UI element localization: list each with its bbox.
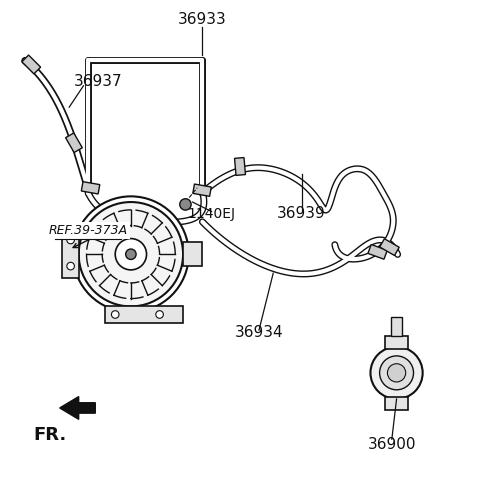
Circle shape	[380, 356, 414, 390]
Polygon shape	[368, 244, 387, 259]
Text: FR.: FR.	[34, 426, 67, 444]
Circle shape	[126, 249, 136, 260]
Polygon shape	[66, 133, 83, 153]
FancyBboxPatch shape	[384, 336, 408, 349]
Circle shape	[156, 311, 163, 318]
Circle shape	[79, 202, 183, 306]
Circle shape	[180, 199, 191, 210]
Circle shape	[371, 347, 423, 399]
Text: REF.39-373A: REF.39-373A	[48, 224, 128, 237]
Text: 1140EJ: 1140EJ	[188, 207, 236, 221]
Text: 36900: 36900	[368, 436, 416, 452]
Circle shape	[111, 311, 119, 318]
Circle shape	[387, 364, 406, 382]
Text: 36934: 36934	[235, 325, 283, 340]
Polygon shape	[193, 184, 211, 196]
Text: 36933: 36933	[178, 12, 227, 27]
Polygon shape	[81, 181, 100, 194]
Circle shape	[73, 196, 189, 312]
Polygon shape	[60, 396, 96, 420]
FancyBboxPatch shape	[391, 317, 402, 336]
FancyBboxPatch shape	[384, 396, 408, 410]
Text: 36939: 36939	[277, 206, 326, 221]
Text: 36937: 36937	[73, 73, 122, 89]
Circle shape	[67, 262, 74, 270]
Circle shape	[115, 239, 146, 270]
FancyBboxPatch shape	[183, 242, 202, 266]
Polygon shape	[380, 239, 399, 255]
Polygon shape	[235, 157, 245, 175]
FancyBboxPatch shape	[62, 230, 79, 278]
Circle shape	[67, 236, 74, 244]
Polygon shape	[22, 55, 41, 74]
FancyBboxPatch shape	[105, 306, 183, 323]
